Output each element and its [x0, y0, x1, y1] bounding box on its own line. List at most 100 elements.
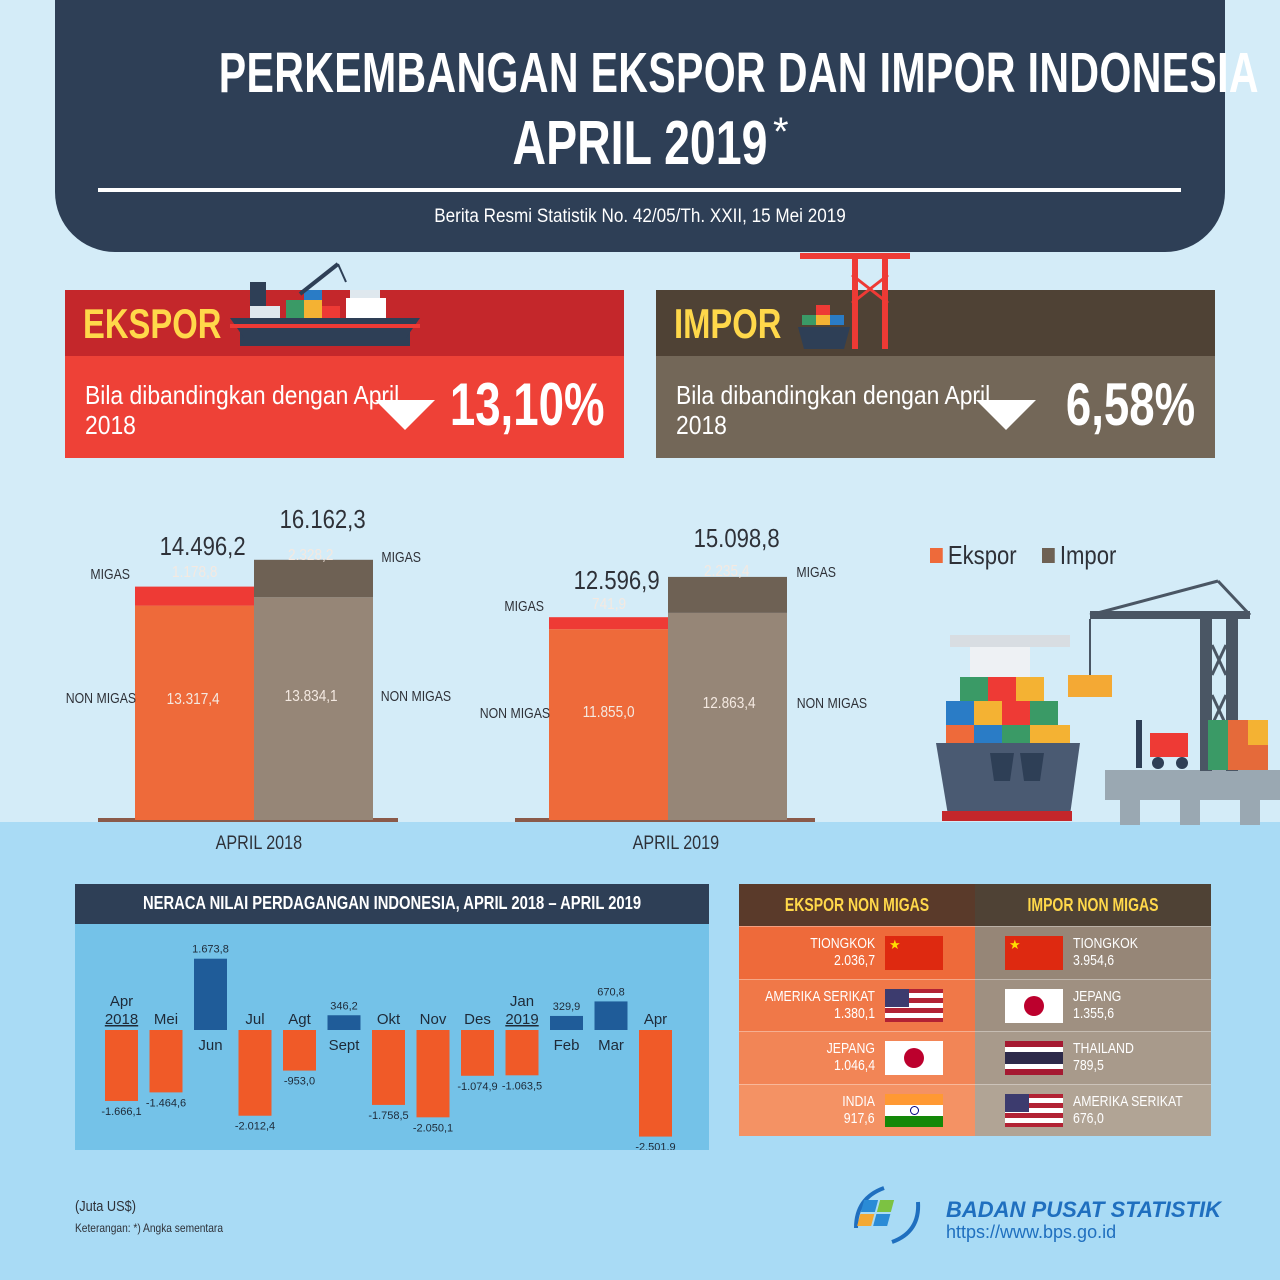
balance-bar: [372, 1030, 405, 1105]
balance-bar: [639, 1030, 672, 1137]
trade-balance-title: NERACA NILAI PERDAGANGAN INDONESIA, APRI…: [142, 893, 642, 913]
usa-flag-icon: [1005, 1093, 1063, 1128]
ekspor-non-migas-bar-0: [135, 605, 254, 820]
impor-non-migas-bar-1: [668, 612, 787, 820]
balance-bar: [416, 1030, 450, 1118]
impor-summary-card: IMPOR Bila dibandingkan dengan April 201…: [656, 253, 1215, 458]
month-label: Nov: [420, 1011, 447, 1028]
impor-partner-value: 3.954,6: [1073, 952, 1115, 969]
non-migas-label-2018: NON MIGAS: [65, 690, 137, 707]
trade-balance-panel: NERACA NILAI PERDAGANGAN INDONESIA, APRI…: [75, 884, 709, 1150]
impor-partner-country: TIONGKOK: [1073, 935, 1138, 952]
impor-partner-row: JEPANG 1.355,6: [975, 978, 1211, 1031]
ekspor-total-2018: 14.496,2: [159, 531, 246, 561]
title-footnote-mark: *: [773, 110, 789, 154]
balance-value-label: 1.673,8: [192, 944, 229, 956]
migas-label-2019: MIGAS: [504, 598, 544, 615]
page-title-period: APRIL 2019: [512, 109, 768, 178]
balance-value-label: -1.063,5: [502, 1080, 542, 1092]
ekspor-change-percent: 13,10%: [449, 371, 604, 438]
legend-impor: Impor: [1042, 540, 1116, 571]
china-flag-icon: ★: [1005, 936, 1063, 970]
balance-bar: [327, 1015, 361, 1030]
footnote: Keterangan: *) Angka sementara: [75, 1221, 224, 1235]
impor-partner-value: 676,0: [1073, 1109, 1104, 1127]
ekspor-partner-row: AMERIKA SERIKAT 1.380,1: [739, 978, 975, 1031]
month-label: Apr: [110, 993, 133, 1010]
unit-label: (Juta US$): [75, 1198, 136, 1215]
month-label: Mar: [598, 1037, 624, 1054]
month-label: Jun: [198, 1037, 222, 1054]
month-label: Sept: [329, 1037, 361, 1054]
ekspor-partner-value: 1.380,1: [833, 1004, 875, 1022]
impor-comparison-text: Bila dibandingkan dengan April 2018: [676, 380, 991, 440]
impor-partner-country: JEPANG: [1073, 987, 1122, 1005]
month-label: Des: [464, 1011, 491, 1028]
impor-partner-country: AMERIKA SERIKAT: [1073, 1092, 1183, 1110]
period-label-2018: APRIL 2018: [215, 833, 303, 854]
ekspor-comparison-text: Bila dibandingkan dengan April 2018: [85, 380, 400, 440]
ekspor-partner-row: JEPANG 1.046,4: [739, 1031, 975, 1084]
month-label: Apr: [644, 1011, 667, 1028]
impor-partner-country: THAILAND: [1073, 1040, 1134, 1057]
thailand-flag-icon: [1005, 1041, 1063, 1075]
china-flag-icon: ★: [885, 936, 943, 970]
balance-value-label: -2.501,9: [635, 1142, 675, 1150]
impor-non-migas-bar-0: [254, 597, 373, 820]
balance-bar: [550, 1015, 583, 1030]
balance-bar: [283, 1030, 316, 1071]
ekspor-total-2019: 12.596,9: [573, 565, 660, 595]
balance-value-label: 346,2: [330, 1000, 358, 1012]
impor-migas-value-2019: 2.235,4: [704, 563, 750, 580]
page-subtitle: Berita Resmi Statistik No. 42/05/Th. XXI…: [434, 206, 846, 227]
cargo-ship-icon: [230, 262, 420, 346]
ekspor-partner-country: TIONGKOK: [810, 935, 875, 952]
port-illustration: [936, 579, 1280, 825]
japan-flag-icon: [885, 1041, 943, 1075]
month-label: Feb: [554, 1037, 580, 1054]
impor-total-2018: 16.162,3: [279, 504, 366, 534]
ekspor-migas-bar-0: [135, 586, 254, 606]
balance-bar: [105, 1030, 138, 1101]
organization-url[interactable]: https://www.bps.go.id: [946, 1222, 1117, 1242]
impor-non-migas-header: IMPOR NON MIGAS: [975, 884, 1211, 926]
trade-partners-table: EKSPOR NON MIGAS IMPOR NON MIGAS TIONGKO…: [739, 884, 1211, 1150]
month-label: Jul: [245, 1011, 264, 1028]
ekspor-nonmigas-value-2019: 11.855,0: [582, 704, 635, 721]
ekspor-card-label: EKSPOR: [83, 300, 222, 347]
legend-swatch-impor: [1042, 548, 1055, 563]
balance-value-label: -2.050,1: [413, 1122, 453, 1134]
balance-bar: [238, 1030, 272, 1116]
impor-nonmigas-value-2019: 12.863,4: [702, 695, 756, 712]
ekspor-non-migas-header: EKSPOR NON MIGAS: [739, 884, 975, 926]
impor-partner-row: AMERIKA SERIKAT 676,0: [975, 1083, 1211, 1136]
organization-name: BADAN PUSAT STATISTIK: [946, 1197, 1221, 1222]
balance-value-label: 670,8: [597, 986, 625, 998]
ekspor-nonmigas-value-2018: 13.317,4: [166, 691, 220, 708]
impor-migas-value-2018: 2.328,2: [288, 547, 334, 564]
period-label-2019: APRIL 2019: [632, 833, 720, 854]
balance-bar: [194, 958, 227, 1030]
migas-label-2018: MIGAS: [90, 566, 130, 583]
usa-flag-icon: [885, 988, 943, 1023]
ekspor-migas-value-2018: 1.178,8: [172, 564, 218, 581]
ekspor-partner-row: TIONGKOK 2.036,7 ★: [739, 926, 975, 979]
non-migas-label-2019: NON MIGAS: [479, 705, 551, 722]
impor-down-arrow-icon: [976, 400, 1036, 430]
balance-value-label: -953,0: [284, 1076, 315, 1088]
balance-value-label: 329,9: [553, 1001, 581, 1013]
balance-value-label: -2.012,4: [235, 1121, 275, 1133]
ekspor-non-migas-bar-1: [549, 629, 668, 820]
ekspor-partner-value: 2.036,7: [833, 952, 875, 969]
balance-value-label: -1.666,1: [101, 1106, 141, 1118]
ekspor-partner-country: JEPANG: [826, 1040, 875, 1057]
ekspor-migas-value-2019: 741,9: [592, 596, 627, 613]
balance-bar: [461, 1030, 494, 1076]
impor-card-label: IMPOR: [674, 300, 782, 347]
month-label: Jan: [510, 993, 534, 1010]
non-migas-label-impor-2019: NON MIGAS: [796, 695, 868, 712]
balance-value-label: -1.464,6: [146, 1097, 186, 1109]
month-label: 2018: [105, 1011, 138, 1028]
ekspor-migas-bar-1: [549, 617, 668, 630]
impor-partner-row: THAILAND 789,5: [975, 1031, 1211, 1084]
